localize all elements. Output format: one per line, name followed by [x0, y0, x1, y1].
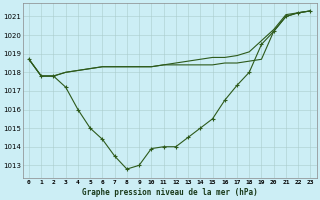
X-axis label: Graphe pression niveau de la mer (hPa): Graphe pression niveau de la mer (hPa)	[82, 188, 258, 197]
